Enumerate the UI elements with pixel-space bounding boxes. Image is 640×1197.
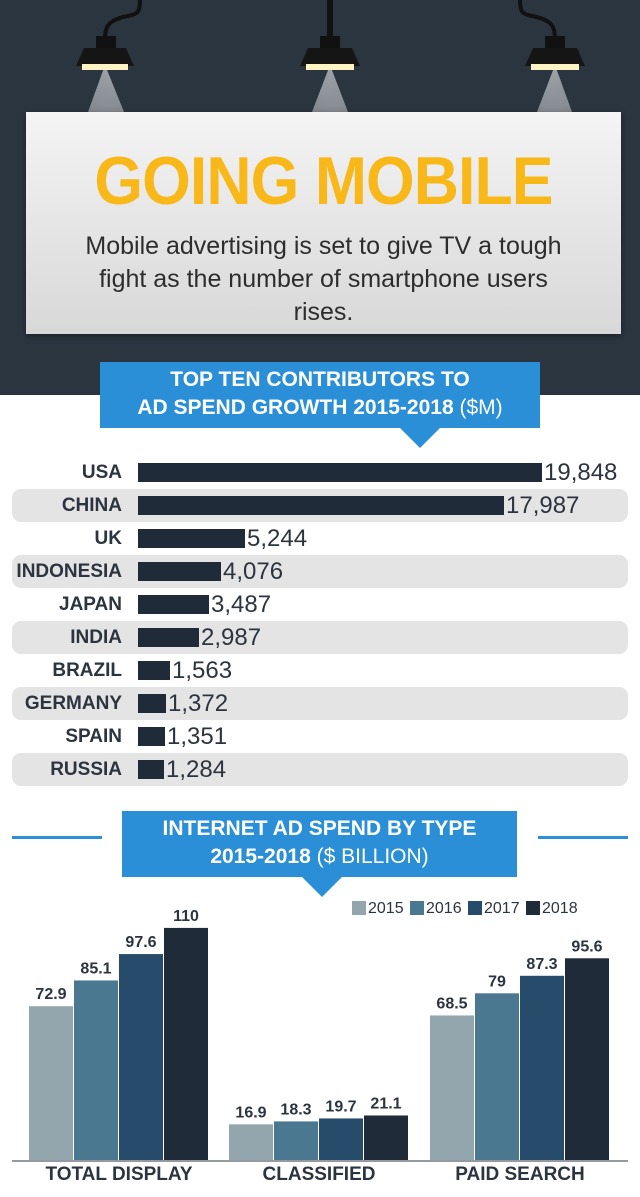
page-subtitle: Mobile advertising is set to give TV a t…: [85, 232, 562, 326]
section2-title-line2: 2015-2018 ($ BILLION): [122, 843, 517, 871]
bar: [565, 958, 609, 1160]
banner-pointer: [302, 877, 342, 897]
bar: [29, 1006, 73, 1160]
bar: [138, 562, 221, 581]
category-label: TOTAL DISPLAY: [45, 1164, 193, 1185]
page-title: GOING MOBILE: [94, 143, 553, 219]
bar-row: INDIA 2,987: [12, 621, 628, 654]
title-sign: GOING MOBILE Mobile advertising is set t…: [26, 112, 621, 334]
bar-value-label: 18.3: [280, 1101, 311, 1118]
bar-value-label: 87.3: [526, 956, 557, 973]
bar-value-label: 1,284: [166, 756, 227, 783]
section1-title-unit: ($M): [459, 396, 503, 419]
banner-pointer: [400, 428, 440, 448]
bar: [164, 927, 208, 1160]
bar: [520, 975, 564, 1160]
bar-value-label: 110: [173, 908, 199, 925]
bar-row: USA 19,848: [0, 456, 640, 489]
section1-banner: TOP TEN CONTRIBUTORS TO AD SPEND GROWTH …: [100, 362, 540, 448]
bar-row: RUSSIA 1,284: [12, 753, 628, 786]
bar: [138, 496, 504, 515]
bar-category-label: USA: [81, 462, 122, 483]
bar: [138, 463, 542, 482]
legend-label: 2017: [484, 900, 520, 917]
section2-title-line1: INTERNET AD SPEND BY TYPE: [162, 817, 477, 840]
bar-value-label: 3,487: [211, 591, 272, 618]
legend-swatch: [526, 901, 540, 915]
bar-value-label: 4,076: [223, 558, 284, 585]
bar-category-label: SPAIN: [65, 726, 122, 747]
bar-row: UK 5,244: [0, 522, 640, 555]
bar: [319, 1118, 363, 1160]
bar-value-label: 85.1: [80, 960, 111, 977]
bar-value-label: 1,372: [168, 690, 229, 717]
bar-category-label: JAPAN: [59, 594, 122, 615]
section1-title-line2: AD SPEND GROWTH 2015-2018 ($M): [100, 394, 540, 422]
bar-category-label: INDONESIA: [16, 561, 122, 582]
bar: [119, 954, 163, 1160]
header-background: GOING MOBILE Mobile advertising is set t…: [0, 0, 640, 395]
bar-value-label: 2,987: [201, 624, 262, 651]
bar: [274, 1121, 318, 1160]
ad-spend-type-svg: 72.9 85.1 97.6 110 16.9 18.3 19.7 21.1 68.5 79 87.…: [12, 908, 628, 1162]
bar-category-label: GERMANY: [24, 693, 122, 714]
divider-left: [12, 836, 102, 839]
bar-row: JAPAN 3,487: [0, 588, 640, 621]
legend-swatch: [410, 901, 424, 915]
contributors-bar-chart: USA 19,848 CHINA 17,987 UK 5,244 INDONESIA 4,07…: [0, 456, 640, 788]
bar: [138, 727, 165, 746]
bar-category-label: BRAZIL: [52, 660, 122, 681]
section2-banner: INTERNET AD SPEND BY TYPE 2015-2018 ($ B…: [122, 811, 517, 897]
section1-title-line1: TOP TEN CONTRIBUTORS TO: [170, 368, 470, 391]
ad-spend-type-chart: 72.9 85.1 97.6 110 16.9 18.3 19.7 21.1 68.5 79 87.…: [0, 900, 640, 1197]
bar-value-label: 72.9: [35, 986, 66, 1003]
bar-value-label: 16.9: [235, 1104, 266, 1121]
divider-right: [538, 836, 628, 839]
bar-value-label: 19.7: [325, 1098, 356, 1115]
legend-label: 2015: [368, 900, 404, 917]
section2-title-text: 2015-2018: [210, 845, 311, 868]
bar-row: BRAZIL 1,563: [0, 654, 640, 687]
bar-row: SPAIN 1,351: [0, 720, 640, 753]
bar-value-label: 79: [488, 973, 506, 990]
bar-value-label: 21.1: [370, 1095, 401, 1112]
bar-row: GERMANY 1,372: [12, 687, 628, 720]
bar-row: CHINA 17,987: [12, 489, 628, 522]
bar: [430, 1015, 474, 1160]
bar-value-label: 1,351: [167, 723, 228, 750]
bar: [475, 993, 519, 1160]
bar-value-label: 1,563: [172, 657, 233, 684]
category-label: CLASSIFIED: [262, 1164, 376, 1185]
bar-category-label: CHINA: [61, 495, 122, 516]
bar: [229, 1124, 273, 1160]
bar-row: INDONESIA 4,076: [12, 555, 628, 588]
section2-title-unit: ($ BILLION): [316, 845, 429, 868]
legend-swatch: [468, 901, 482, 915]
bar: [138, 628, 199, 647]
category-label: PAID SEARCH: [455, 1164, 585, 1185]
bar-value-label: 97.6: [125, 934, 156, 951]
bar-value-label: 17,987: [506, 492, 580, 519]
bar: [138, 661, 170, 680]
bar: [138, 595, 209, 614]
bar: [138, 529, 245, 548]
bar: [138, 694, 166, 713]
legend-label: 2016: [426, 900, 462, 917]
legend-swatch: [352, 901, 366, 915]
bar: [138, 760, 164, 779]
bar-value-label: 19,848: [544, 459, 618, 486]
legend-label: 2018: [542, 900, 578, 917]
bar-value-label: 68.5: [436, 995, 467, 1012]
bar-category-label: UK: [94, 528, 122, 549]
bar-category-label: INDIA: [70, 627, 122, 648]
bar-value-label: 5,244: [247, 525, 308, 552]
bar: [74, 980, 118, 1160]
bar: [364, 1115, 408, 1160]
section1-title-text: AD SPEND GROWTH 2015-2018: [137, 396, 454, 419]
bar-category-label: RUSSIA: [50, 759, 122, 780]
bar-value-label: 95.6: [571, 938, 602, 955]
